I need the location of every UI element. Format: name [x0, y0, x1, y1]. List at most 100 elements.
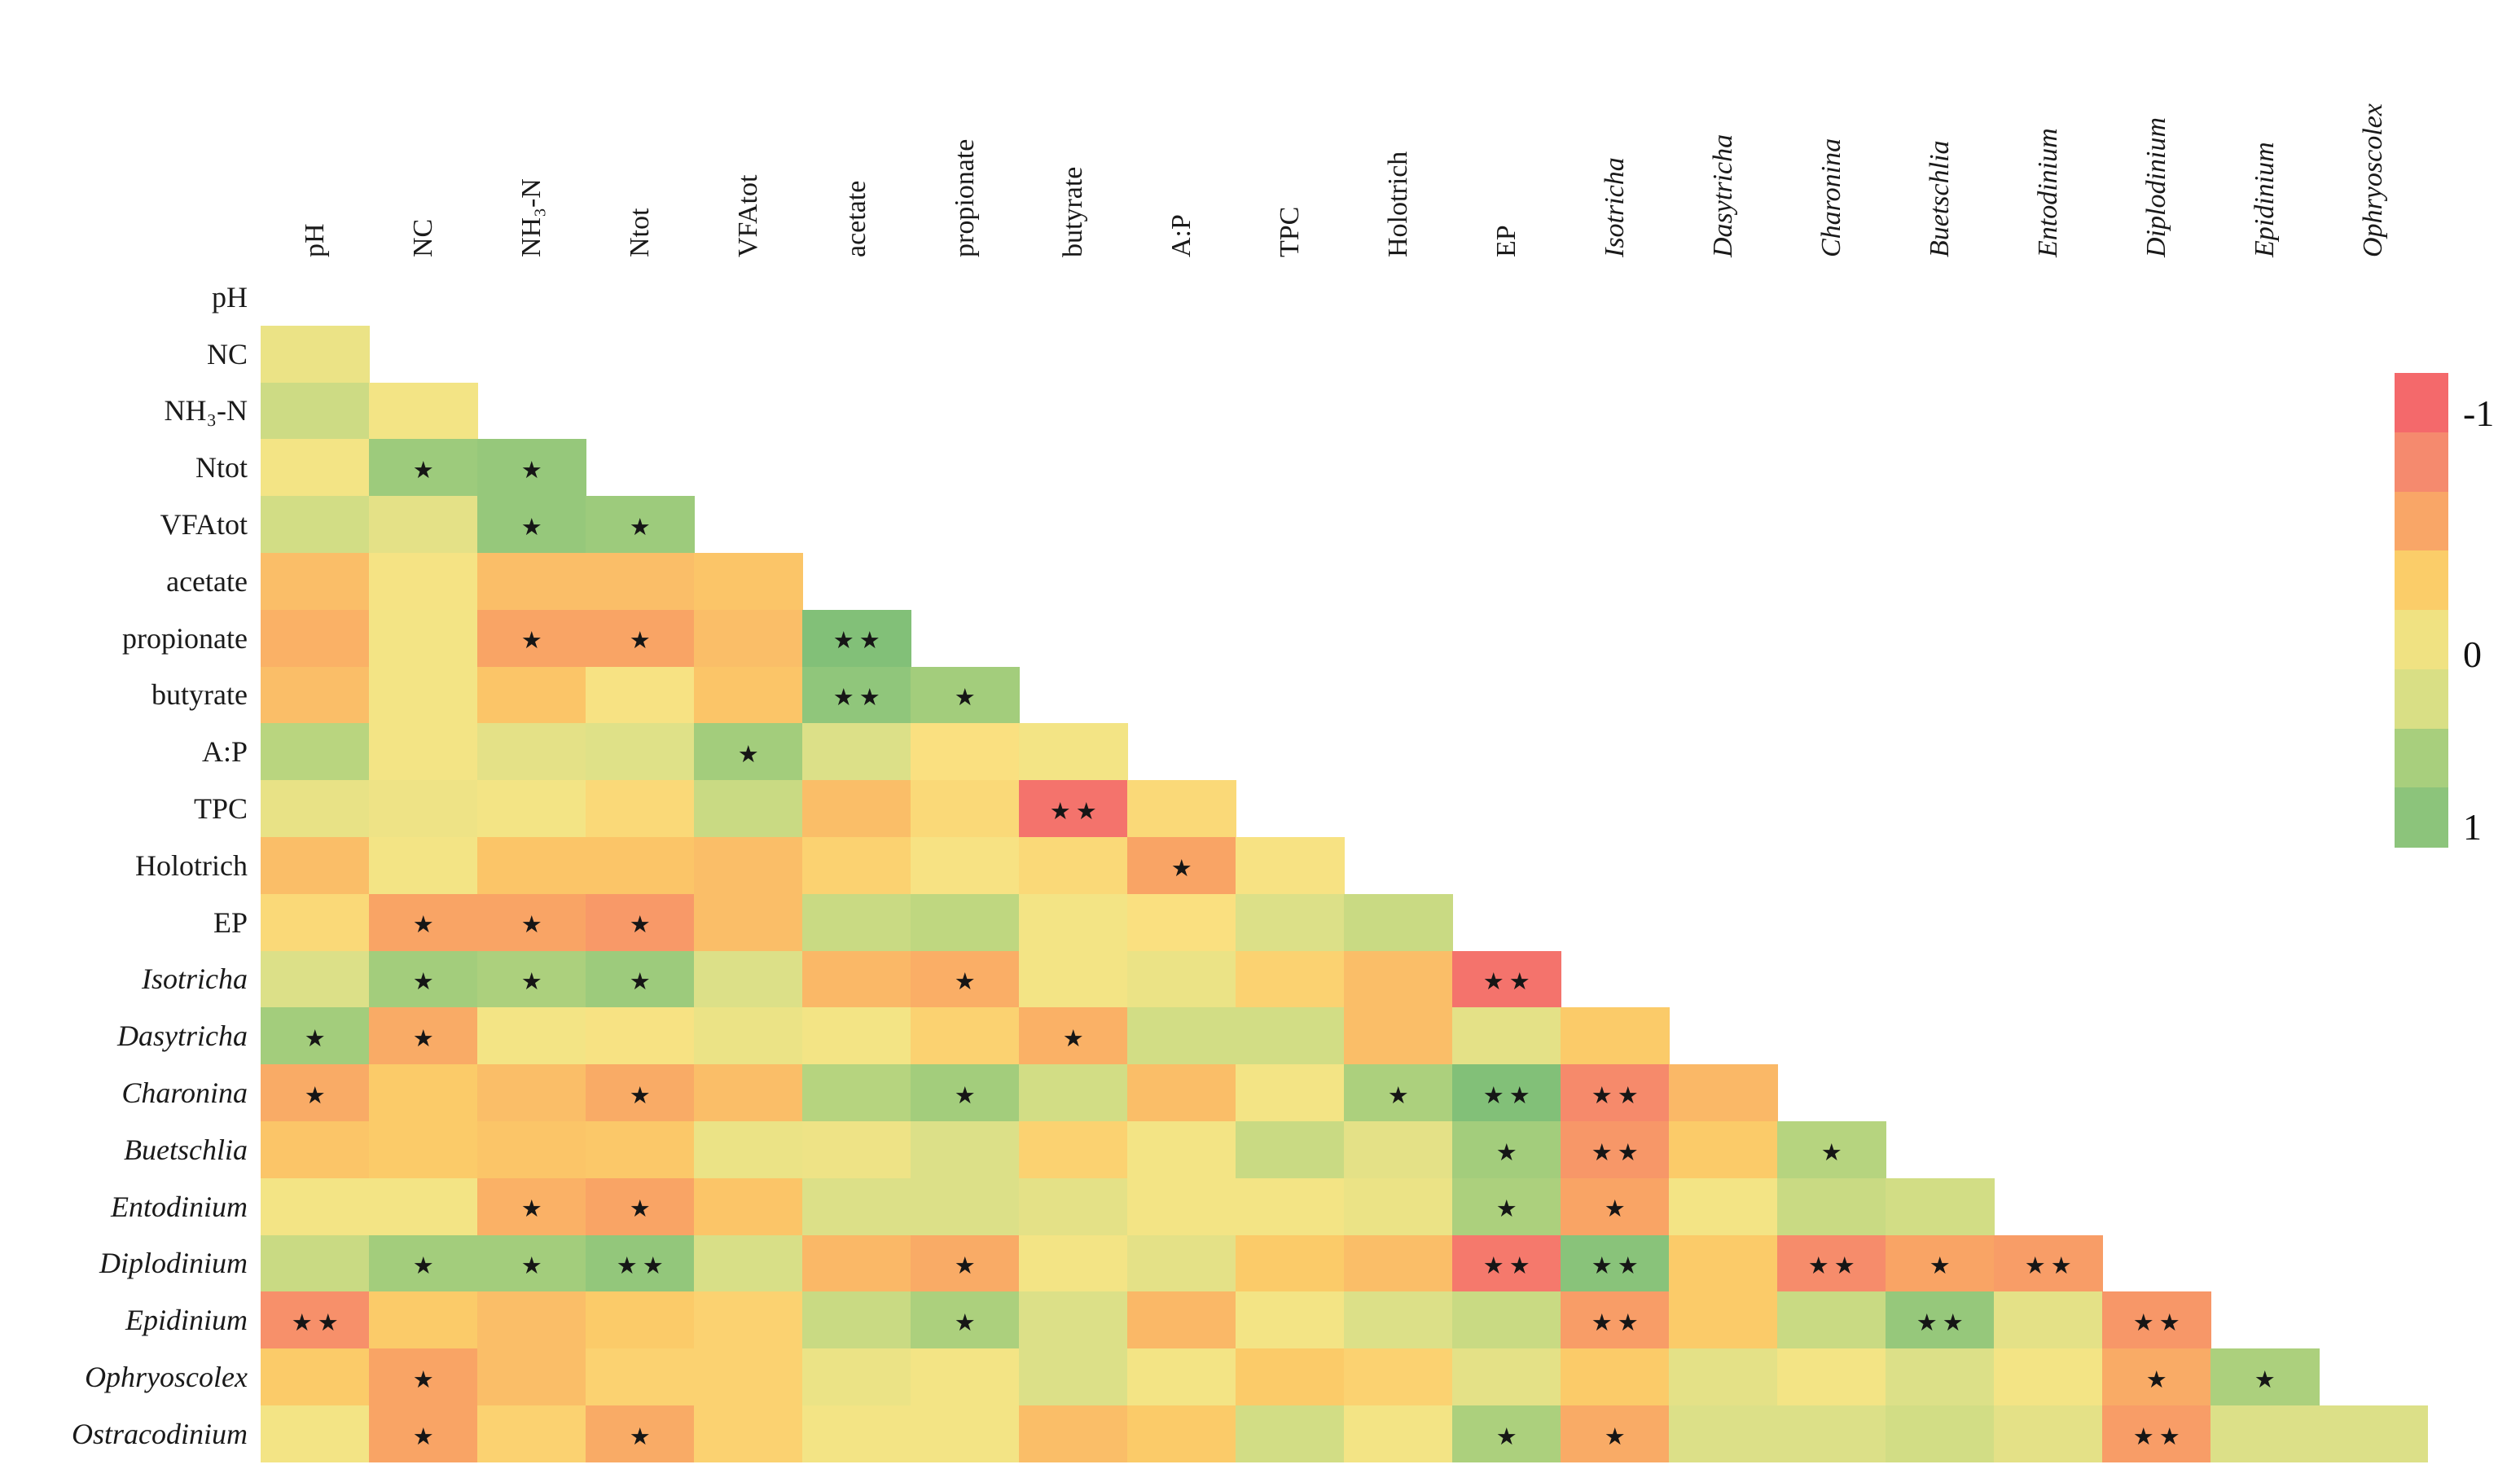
heatmap-cell	[1344, 1291, 1453, 1349]
heatmap-cell	[369, 1291, 478, 1349]
heatmap-cell	[1344, 1121, 1453, 1179]
heatmap-cell	[802, 1234, 911, 1292]
heatmap-cell	[369, 780, 478, 838]
significance-star: ★	[629, 1081, 656, 1109]
significance-stars: ★★	[2132, 1309, 2185, 1337]
heatmap-cell: ★	[1344, 1064, 1453, 1122]
significance-stars: ★★	[1049, 796, 1102, 825]
significance-stars: ★★	[1591, 1252, 1644, 1280]
heatmap-cell	[1777, 1291, 1886, 1349]
row-label-6: acetate	[166, 564, 248, 598]
significance-star: ★	[1604, 1195, 1631, 1223]
heatmap-cell	[694, 1234, 803, 1292]
significance-star: ★	[629, 910, 656, 939]
heatmap-cell	[1127, 780, 1236, 838]
significance-star: ★	[412, 1024, 439, 1053]
heatmap-cell	[802, 780, 911, 838]
heatmap-cell	[694, 1064, 803, 1122]
heatmap-cell: ★	[477, 893, 586, 952]
heatmap-cell	[369, 496, 478, 554]
heatmap-cell	[1236, 1121, 1345, 1179]
heatmap-cell	[1994, 1291, 2103, 1349]
heatmap-cell	[911, 1348, 1020, 1406]
column-header-8: butyrate	[1057, 166, 1088, 257]
row-label-12: EP	[213, 905, 248, 939]
heatmap-cell	[1561, 1007, 1670, 1065]
heatmap-cell	[586, 1121, 695, 1179]
heatmap-cell: ★	[911, 1064, 1020, 1122]
heatmap-cell	[1344, 1405, 1453, 1463]
heatmap-cell: ★★	[261, 1291, 370, 1349]
heatmap-cell	[911, 1177, 1020, 1236]
heatmap-cell	[1669, 1291, 1778, 1349]
row-label-11: Holotrich	[135, 848, 248, 882]
heatmap-cell	[2319, 1405, 2428, 1463]
heatmap-cell: ★★	[802, 666, 911, 724]
significance-star: ★	[954, 967, 981, 996]
heatmap-cell	[1452, 1291, 1561, 1349]
heatmap-cell: ★	[586, 609, 695, 668]
heatmap-cell	[802, 1007, 911, 1065]
significance-star: ★	[1387, 1081, 1414, 1109]
heatmap-cell	[586, 1291, 695, 1349]
heatmap-cell: ★	[477, 950, 586, 1008]
heatmap-cell	[2210, 1405, 2320, 1463]
significance-stars: ★★	[2024, 1252, 2077, 1280]
significance-star: ★	[1170, 853, 1197, 882]
heatmap-cell	[261, 666, 370, 724]
heatmap-cell: ★	[1886, 1234, 1995, 1292]
heatmap-cell	[1019, 1121, 1128, 1179]
significance-star: ★	[520, 456, 547, 484]
heatmap-cell: ★	[1561, 1177, 1670, 1236]
significance-star: ★	[412, 1252, 439, 1280]
colorbar-block-1	[2395, 373, 2448, 433]
heatmap-cell	[477, 666, 586, 724]
heatmap-cell: ★	[369, 950, 478, 1008]
significance-star: ★	[412, 967, 439, 996]
heatmap-cell: ★	[261, 1007, 370, 1065]
significance-star: ★	[629, 1422, 656, 1450]
heatmap-cell	[694, 1405, 803, 1463]
significance-star: ★	[520, 910, 547, 939]
significance-star: ★	[412, 910, 439, 939]
heatmap-cell	[261, 496, 370, 554]
heatmap-cell	[477, 1007, 586, 1065]
heatmap-cell	[802, 837, 911, 895]
heatmap-cell	[1236, 1348, 1345, 1406]
heatmap-cell	[1669, 1348, 1778, 1406]
heatmap-cell	[586, 780, 695, 838]
heatmap-cell: ★	[369, 1234, 478, 1292]
heatmap-cell: ★	[477, 496, 586, 554]
column-header-12: EP	[1490, 225, 1521, 257]
heatmap-cell	[1994, 1348, 2103, 1406]
heatmap-cell	[911, 1007, 1020, 1065]
heatmap-cell	[477, 1291, 586, 1349]
heatmap-cell	[1236, 1064, 1345, 1122]
significance-star: ★	[629, 967, 656, 996]
heatmap-cell: ★★	[1561, 1121, 1670, 1179]
significance-star: ★	[2254, 1365, 2281, 1393]
significance-star: ★	[1495, 1195, 1522, 1223]
row-label-9: A:P	[201, 735, 248, 769]
heatmap-cell	[1019, 1234, 1128, 1292]
heatmap-cell	[802, 950, 911, 1008]
column-header-11: Holotrich	[1382, 151, 1413, 257]
significance-star: ★	[954, 1309, 981, 1337]
row-label-14: Dasytricha	[117, 1019, 248, 1053]
column-header-18: Diplodinium	[2140, 117, 2171, 257]
heatmap-cell	[477, 1348, 586, 1406]
heatmap-cell: ★★	[1452, 1234, 1561, 1292]
significance-star: ★	[1929, 1252, 1956, 1280]
heatmap-cell: ★	[477, 609, 586, 668]
heatmap-cell	[802, 723, 911, 781]
heatmap-cell	[1669, 1064, 1778, 1122]
heatmap-cell	[694, 1177, 803, 1236]
significance-stars: ★★	[1482, 1081, 1535, 1109]
heatmap-cell	[1777, 1177, 1886, 1236]
column-header-4: Ntot	[624, 208, 655, 257]
heatmap-cell	[1886, 1348, 1995, 1406]
significance-star: ★	[520, 967, 547, 996]
colorbar-tick-label-0: 0	[2463, 633, 2482, 675]
heatmap-cell	[802, 1291, 911, 1349]
